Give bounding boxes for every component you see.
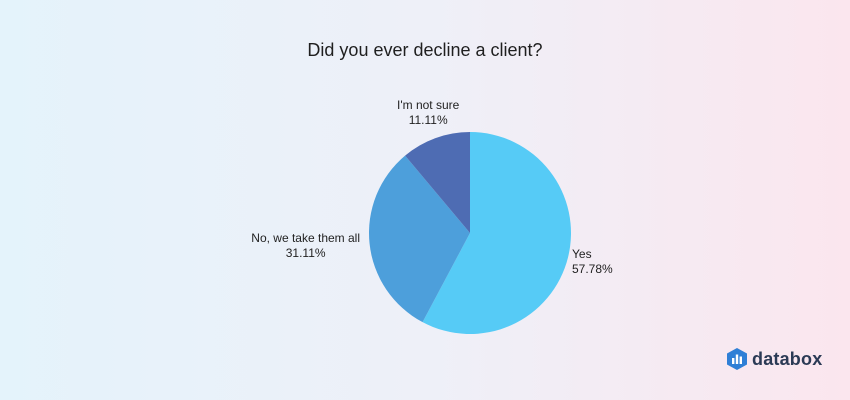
pie-slice-yes — [422, 132, 571, 334]
databox-logo-icon — [727, 348, 747, 370]
pie-slice-not-sure — [405, 132, 470, 233]
slice-name-not-sure: I'm not sure — [397, 98, 460, 112]
chart-title: Did you ever decline a client? — [307, 40, 543, 60]
pie-slice-no — [369, 155, 470, 323]
slice-value-no: 31.11% — [285, 246, 326, 260]
slice-label-yes: Yes 57.78% — [572, 247, 613, 277]
databox-logo: databox — [727, 348, 822, 370]
databox-logo-text: databox — [752, 348, 823, 369]
slice-value-not-sure: 11.11% — [408, 113, 448, 127]
slice-name-yes: Yes — [572, 247, 592, 261]
slice-value-yes: 57.78% — [572, 262, 613, 276]
slice-name-no: No, we take them all — [251, 231, 360, 245]
slice-label-not-sure: I'm not sure 11.11% — [397, 98, 459, 128]
slice-label-no: No, we take them all 31.11% — [251, 231, 360, 261]
